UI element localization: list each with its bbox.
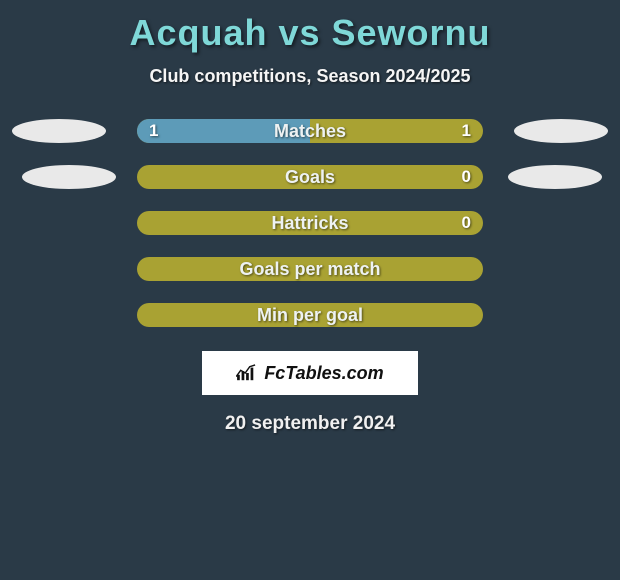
stat-row: 0 Goals (0, 165, 620, 189)
stat-label: Goals (285, 167, 335, 188)
page-title: Acquah vs Sewornu (129, 12, 490, 54)
stat-row: Min per goal (0, 303, 620, 327)
player-right-ellipse (508, 165, 602, 189)
stat-label: Hattricks (271, 213, 348, 234)
stat-value-right: 1 (462, 121, 471, 141)
stat-row: 1 1 Matches (0, 119, 620, 143)
stat-label: Min per goal (257, 305, 363, 326)
logo-box[interactable]: FcTables.com (202, 351, 418, 395)
player-left-ellipse (22, 165, 116, 189)
stat-value-left: 1 (149, 121, 158, 141)
date-text: 20 september 2024 (225, 413, 395, 435)
player-left-ellipse (12, 119, 106, 143)
chart-icon (236, 364, 258, 382)
player-right-ellipse (514, 119, 608, 143)
stat-row: Goals per match (0, 257, 620, 281)
stat-row: 0 Hattricks (0, 211, 620, 235)
stat-label: Goals per match (239, 259, 380, 280)
subtitle: Club competitions, Season 2024/2025 (149, 66, 470, 87)
stat-value-right: 0 (462, 167, 471, 187)
stat-rows: 1 1 Matches 0 Goals 0 Hattricks Goals per match… (0, 119, 620, 327)
comparison-container: Acquah vs Sewornu Club competitions, Sea… (0, 0, 620, 580)
stat-label: Matches (274, 121, 346, 142)
stat-value-right: 0 (462, 213, 471, 233)
logo-text: FcTables.com (264, 363, 383, 384)
